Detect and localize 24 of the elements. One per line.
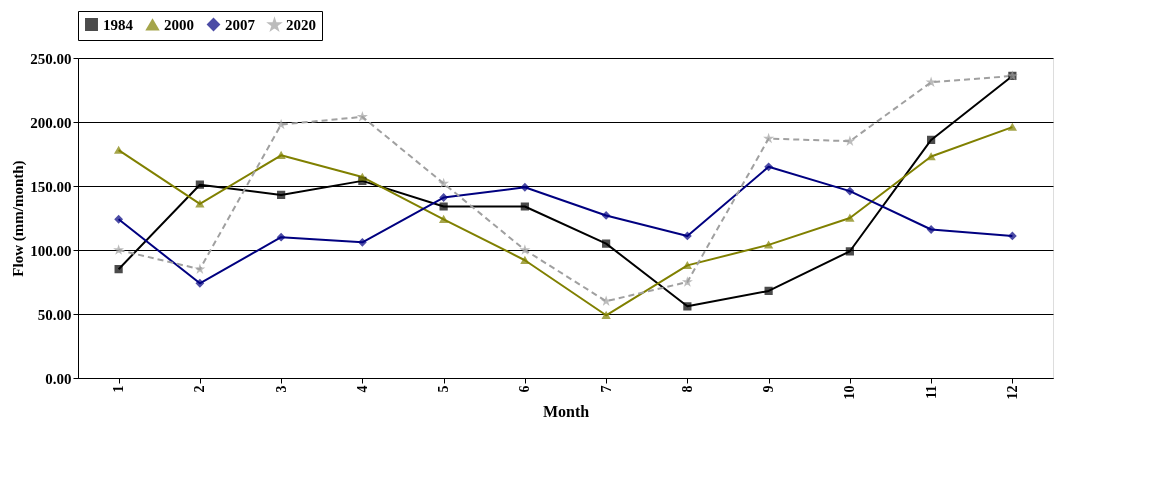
x-tick-label: 11	[923, 385, 939, 399]
y-tick-label: 150.00	[30, 178, 72, 195]
x-tick-label: 3	[273, 385, 289, 393]
y-tick-label: 200.00	[30, 114, 72, 131]
y-axis-title: Flow (mm/month)	[10, 160, 28, 277]
legend-label: 2000	[164, 16, 194, 33]
x-tick-label: 10	[842, 385, 858, 400]
y-tick-label: 250.00	[30, 50, 72, 67]
y-tick-label: 50.00	[37, 306, 72, 323]
x-tick-label: 2	[192, 385, 208, 393]
x-axis-title: Month	[542, 402, 590, 420]
x-tick-label: 8	[679, 385, 695, 393]
legend-label: 2020	[286, 17, 316, 34]
x-tick-label: 6	[517, 385, 533, 393]
y-tick-label: 100.00	[30, 242, 72, 259]
y-tick-label: 0.00	[45, 370, 72, 387]
x-tick-label: 12	[1004, 385, 1020, 400]
legend-label: 2007	[225, 16, 256, 33]
legend-label: 1984	[103, 16, 134, 33]
x-tick-label: 7	[598, 385, 614, 393]
x-tick-label: 9	[761, 385, 777, 393]
x-tick-label: 4	[354, 385, 370, 393]
x-tick-label: 1	[111, 385, 127, 393]
x-tick-label: 5	[436, 385, 452, 393]
